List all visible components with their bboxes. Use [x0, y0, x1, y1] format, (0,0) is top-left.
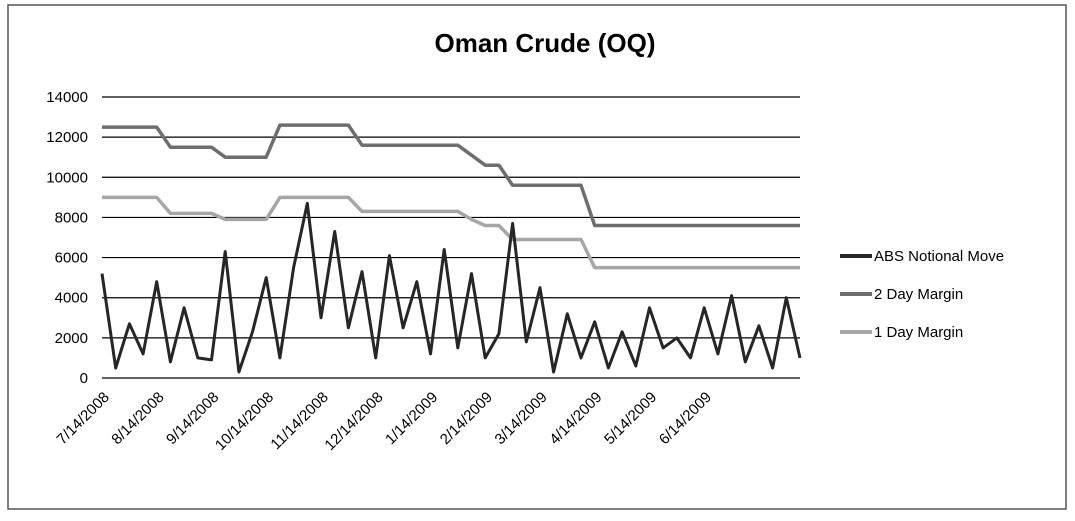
y-tick-label: 0: [80, 370, 88, 387]
legend-label: ABS Notional Move: [874, 248, 1004, 265]
y-tick-label: 8000: [55, 209, 88, 226]
series-line: [102, 195, 800, 270]
series-line: [102, 123, 800, 228]
y-tick-label: 6000: [55, 250, 88, 267]
legend-label: 2 Day Margin: [874, 286, 963, 303]
y-tick-label: 2000: [55, 330, 88, 347]
y-tick-label: 12000: [46, 129, 88, 146]
y-tick-label: 10000: [46, 169, 88, 186]
chart-title: Oman Crude (OQ): [434, 28, 655, 58]
y-tick-label: 14000: [46, 89, 88, 106]
legend-label: 1 Day Margin: [874, 324, 963, 341]
y-tick-label: 4000: [55, 290, 88, 307]
series-line: [100, 201, 802, 374]
